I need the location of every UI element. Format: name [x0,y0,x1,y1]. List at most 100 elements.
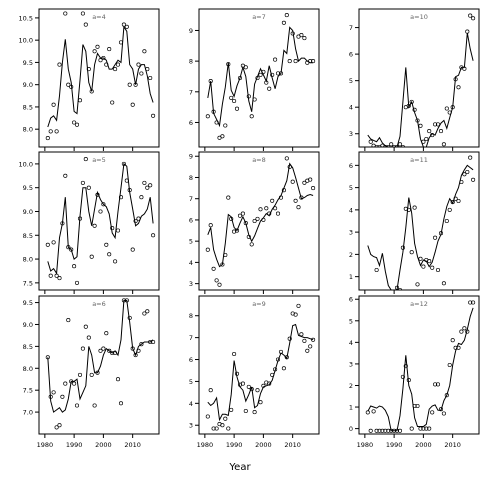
panel-5-point [311,186,316,191]
panel-2-point [211,109,216,114]
panel-7-point [54,425,59,430]
panel-8-point [214,426,219,431]
panel-7-point [133,353,138,358]
panel-1-point [48,129,53,134]
panel-8-point [234,371,240,376]
panel-6-point [444,218,449,224]
panel-1-point [133,82,138,87]
panel-2-point [267,86,272,91]
panel-9-point [435,382,441,387]
panel-1-point [127,82,132,87]
panel-7-xtick-label: 2000 [95,441,112,449]
panel-1-ytick-label: 9.5 [23,59,33,67]
panel-2-point [290,31,295,36]
panel-5-point [246,234,251,239]
panel-1-point [142,49,147,54]
panel-2-point [293,59,298,64]
panel-2-point [261,69,266,74]
panel-9-point [374,428,379,433]
panel-3-point [389,142,394,147]
panel-4-ytick-label: 7.5 [23,279,33,287]
panel-8-point [249,387,254,392]
panel-1-point [121,22,126,27]
panel-8-point [208,388,213,393]
panel-4-point [83,157,88,162]
panel-1-label: a=4 [92,13,106,21]
panel-3-point [368,139,373,144]
panel-2-point [255,75,260,81]
panel-5-point [208,223,213,228]
panel-4-ytick-label: 8.0 [23,256,33,264]
panel-1-point [95,44,100,49]
panel-5-point [214,278,219,283]
panel-3-point [465,29,470,34]
panel-3-point [421,139,426,144]
panel-8-point [275,357,281,362]
panel-1-point [104,62,109,67]
panel-5-point [211,266,216,271]
panel-8-xtick-label: 2000 [255,441,272,449]
panel-1-series-line [47,25,154,128]
panel-6-ytick-label: 6 [349,162,353,170]
panel-2-point [232,98,237,104]
panel-4-point [48,273,53,278]
panel-6-point [433,235,438,240]
panel-5-point [264,206,269,211]
panel-3-point [471,16,476,21]
panel-7-point [72,381,77,386]
panel-4-point [115,228,121,233]
panel-7-point [124,298,129,303]
panel-5-point [240,211,245,216]
panel-4-point [95,192,100,197]
panel-1-point [113,67,118,72]
panel-9-point [453,345,458,350]
panel-8-point [261,383,266,388]
panel-9-ytick-label: 0 [349,425,353,433]
panel-5-point [299,195,304,200]
panel-2-point [243,65,248,70]
panel-8-point [302,338,307,343]
panel-3-point [433,122,438,127]
panel-6-point [427,259,432,264]
panel-3-label: a=10 [410,13,428,21]
panel-4-point [130,247,135,252]
panel-3-point [386,144,391,147]
panel-4-ytick-label: 9.0 [23,208,33,216]
panel-1-ytick-label: 9.0 [23,81,33,89]
panel-8-point [273,367,278,372]
panel-7-xtick-label: 1990 [66,441,83,449]
panel-4-ytick-label: 10.0 [19,160,33,168]
panel-8-label: a=9 [252,300,266,308]
panel-6-point [447,207,452,212]
panel-8-xtick-label: 1980 [197,441,214,449]
panel-2-point [308,59,313,64]
panel-5-point [255,216,260,221]
panel-1-point [45,136,50,141]
panel-7-point [48,394,53,399]
panel-2-ytick-label: 6 [189,119,193,127]
panel-4-point [54,273,59,278]
panel-5-frame [198,151,320,291]
panel-5-ytick-label: 3 [189,280,193,288]
panel-9-frame [358,295,480,435]
panel-7-point [63,381,68,386]
panel-9-point [447,362,452,368]
panel-6-point [400,245,405,250]
panel-7-point [145,309,150,314]
panel-3-ytick-label: 4 [349,104,353,112]
panel-9-point [397,428,403,433]
panel-7-point [77,372,83,377]
panel-3-point [400,144,405,147]
panel-5-point [243,221,248,226]
panel-4-point [57,276,62,281]
panel-2-point [205,114,210,119]
panel-4-point [77,216,83,221]
panel-6-point [409,250,414,255]
panel-3-point [468,13,473,18]
panel-1-point [101,55,106,61]
panel-3-frame [358,8,480,148]
panel-2-ytick-label: 9 [189,27,193,35]
panel-3-point [394,144,400,147]
panel-6-point [462,172,467,177]
panel-7-series-line [47,299,154,413]
